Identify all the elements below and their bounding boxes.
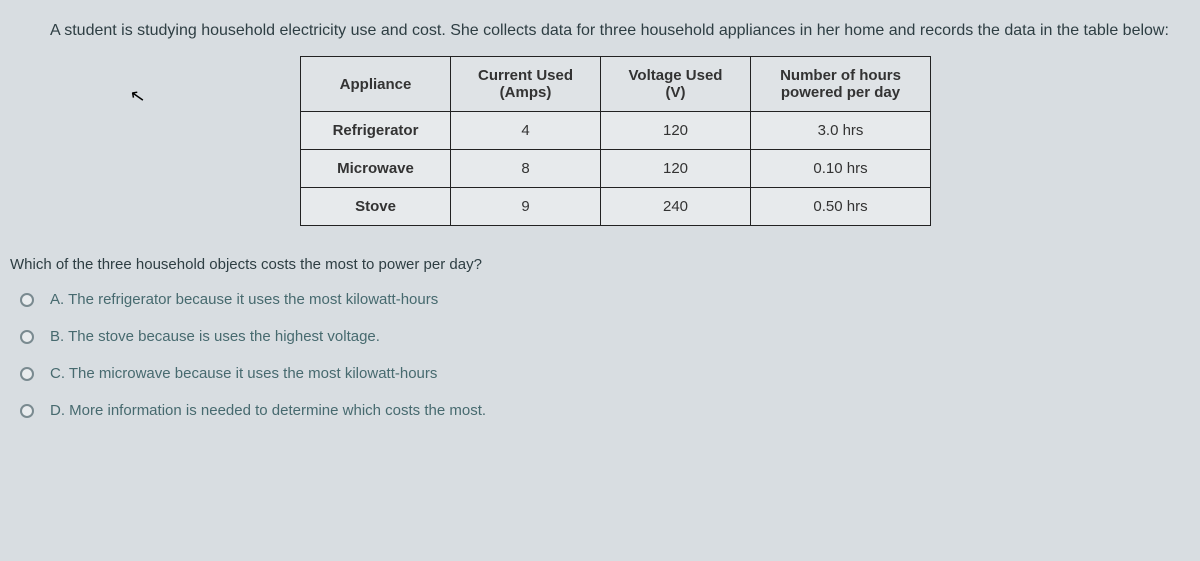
cell-hours: 3.0 hrs	[751, 112, 931, 150]
header-current-sub: (Amps)	[467, 84, 584, 101]
appliance-table: Appliance Current Used (Amps) Voltage Us…	[300, 56, 931, 226]
cell-voltage: 240	[601, 188, 751, 226]
table-row: Refrigerator 4 120 3.0 hrs	[301, 112, 931, 150]
header-voltage-sub: (V)	[617, 84, 734, 101]
option-d[interactable]: D. More information is needed to determi…	[20, 402, 1170, 419]
table-row: Microwave 8 120 0.10 hrs	[301, 150, 931, 188]
cursor-icon: ↖	[128, 85, 147, 108]
option-label: A. The refrigerator because it uses the …	[50, 291, 438, 308]
cell-voltage: 120	[601, 112, 751, 150]
cell-current: 9	[451, 188, 601, 226]
header-appliance: Appliance	[340, 76, 412, 93]
intro-text: A student is studying household electric…	[50, 20, 1170, 42]
question-text: Which of the three household objects cos…	[10, 256, 1170, 273]
header-current: Current Used	[478, 67, 573, 84]
option-b[interactable]: B. The stove because is uses the highest…	[20, 328, 1170, 345]
cell-appliance: Refrigerator	[301, 112, 451, 150]
cell-current: 4	[451, 112, 601, 150]
col-hours: Number of hours powered per day	[751, 57, 931, 112]
option-label: D. More information is needed to determi…	[50, 402, 486, 419]
cell-current: 8	[451, 150, 601, 188]
cell-appliance: Stove	[301, 188, 451, 226]
option-label: C. The microwave because it uses the mos…	[50, 365, 437, 382]
col-current: Current Used (Amps)	[451, 57, 601, 112]
question-container: A student is studying household electric…	[0, 0, 1200, 449]
cell-hours: 0.10 hrs	[751, 150, 931, 188]
cell-voltage: 120	[601, 150, 751, 188]
header-voltage: Voltage Used	[629, 67, 723, 84]
header-hours: Number of hours	[780, 67, 901, 84]
col-voltage: Voltage Used (V)	[601, 57, 751, 112]
radio-icon[interactable]	[20, 404, 34, 418]
table-wrap: ↖ Appliance Current Used (Amps) Voltage …	[300, 56, 1170, 226]
options-group: A. The refrigerator because it uses the …	[20, 291, 1170, 419]
radio-icon[interactable]	[20, 367, 34, 381]
radio-icon[interactable]	[20, 330, 34, 344]
cell-appliance: Microwave	[301, 150, 451, 188]
option-label: B. The stove because is uses the highest…	[50, 328, 380, 345]
cell-hours: 0.50 hrs	[751, 188, 931, 226]
col-appliance: Appliance	[301, 57, 451, 112]
table-row: Stove 9 240 0.50 hrs	[301, 188, 931, 226]
table-header-row: Appliance Current Used (Amps) Voltage Us…	[301, 57, 931, 112]
option-a[interactable]: A. The refrigerator because it uses the …	[20, 291, 1170, 308]
header-hours-sub: powered per day	[767, 84, 914, 101]
option-c[interactable]: C. The microwave because it uses the mos…	[20, 365, 1170, 382]
radio-icon[interactable]	[20, 293, 34, 307]
